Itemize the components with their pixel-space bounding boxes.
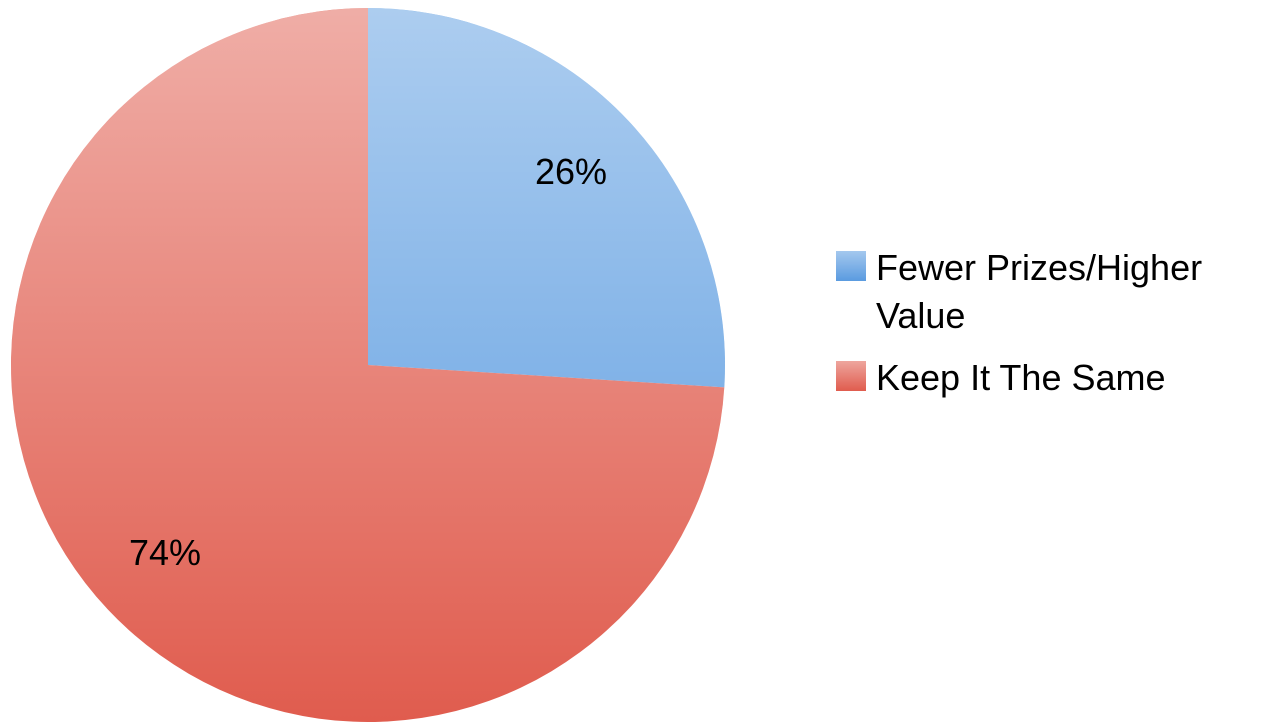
legend: Fewer Prizes/Higher Value Keep It The Sam… — [836, 244, 1256, 416]
legend-label: Keep It The Same — [876, 357, 1166, 398]
legend-swatch — [836, 251, 866, 281]
data-label: 74% — [129, 532, 201, 573]
data-label: 26% — [535, 151, 607, 192]
legend-item: Fewer Prizes/Higher Value — [836, 244, 1256, 340]
legend-item: Keep It The Same — [836, 354, 1256, 402]
legend-label: Fewer Prizes/Higher Value — [876, 247, 1203, 336]
pie-sheen — [11, 8, 725, 722]
legend-swatch — [836, 361, 866, 391]
